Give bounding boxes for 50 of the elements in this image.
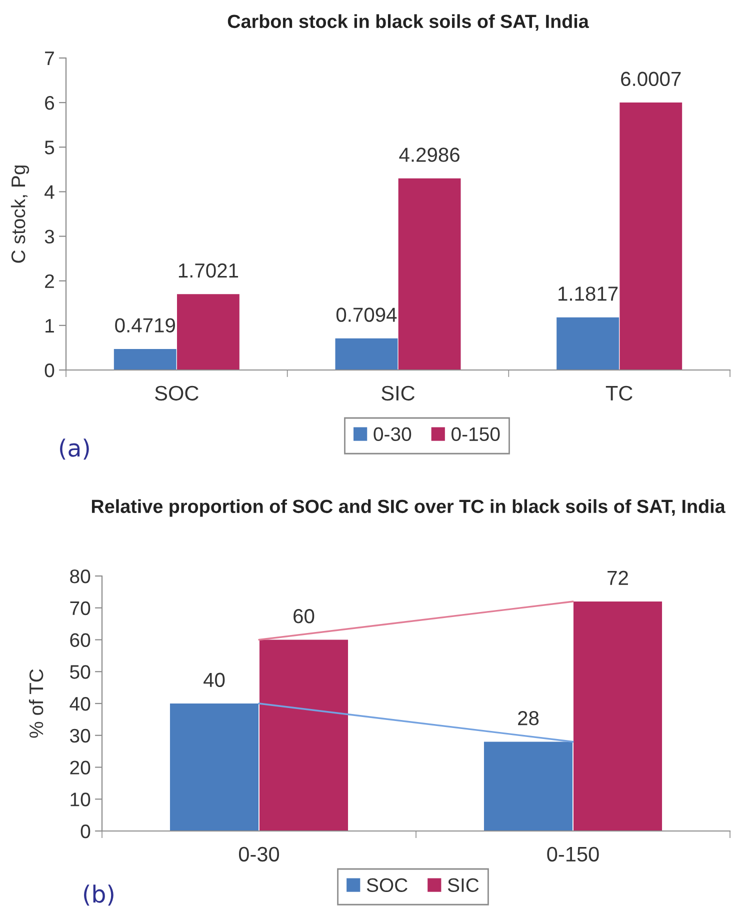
y-tick-label: 10 (70, 792, 90, 806)
x-tick-label: SIC (382, 386, 415, 401)
y-tick-label: 7 (45, 52, 54, 66)
bar (398, 178, 461, 370)
y-tick-label: 70 (70, 601, 90, 616)
data-label: 6.0007 (621, 72, 681, 86)
data-label: 28 (518, 711, 539, 726)
y-tick-label: 1 (46, 319, 54, 332)
legend-label: SOC (366, 878, 408, 892)
bar (573, 602, 662, 831)
data-label: 0.4719 (115, 318, 175, 332)
y-tick-label: 30 (70, 728, 90, 743)
y-axis-title: C stock, Pg (10, 166, 30, 263)
y-axis-title: % of TC (28, 669, 44, 738)
bar (177, 294, 240, 370)
bar (114, 348, 176, 370)
data-label: 4.2986 (399, 148, 460, 162)
data-label: 0.7094 (336, 308, 397, 322)
bar (259, 640, 348, 831)
bar (170, 704, 259, 831)
y-tick-label: 5 (44, 140, 54, 154)
bar (335, 338, 398, 370)
y-tick-label: 0 (44, 363, 54, 378)
legend-label: 0-150 (452, 427, 500, 442)
text: (a) (60, 438, 89, 460)
legend-label: 0-30 (374, 427, 412, 442)
y-tick-label: 2 (45, 274, 54, 288)
legend-label: SIC (448, 878, 479, 892)
bar (484, 742, 573, 831)
data-label: 40 (204, 672, 225, 688)
data-label: 72 (608, 570, 628, 585)
data-label: 60 (294, 609, 314, 624)
y-tick-label: 20 (70, 760, 90, 774)
bar (556, 317, 619, 370)
chart-title: Carbon stock in black soils of SAT, India (228, 14, 590, 31)
data-label: 1.7021 (178, 263, 238, 278)
x-tick-label: TC (606, 386, 632, 401)
text: (b) (84, 884, 114, 906)
y-tick-label: 80 (70, 569, 90, 584)
y-tick-label: 4 (44, 185, 54, 199)
y-tick-label: 60 (70, 633, 90, 647)
y-tick-label: 6 (45, 96, 54, 110)
y-tick-label: 40 (70, 696, 90, 711)
y-tick-label: 0 (80, 824, 90, 838)
y-tick-label: 3 (44, 230, 54, 244)
bar (620, 102, 682, 370)
chart-title: Relative proportion of SOC and SIC over TC in black soils of SAT, India (92, 499, 726, 517)
y-tick-label: 50 (70, 665, 90, 679)
data-label: 1.1817 (558, 286, 618, 301)
x-tick-label: SOC (155, 386, 198, 401)
